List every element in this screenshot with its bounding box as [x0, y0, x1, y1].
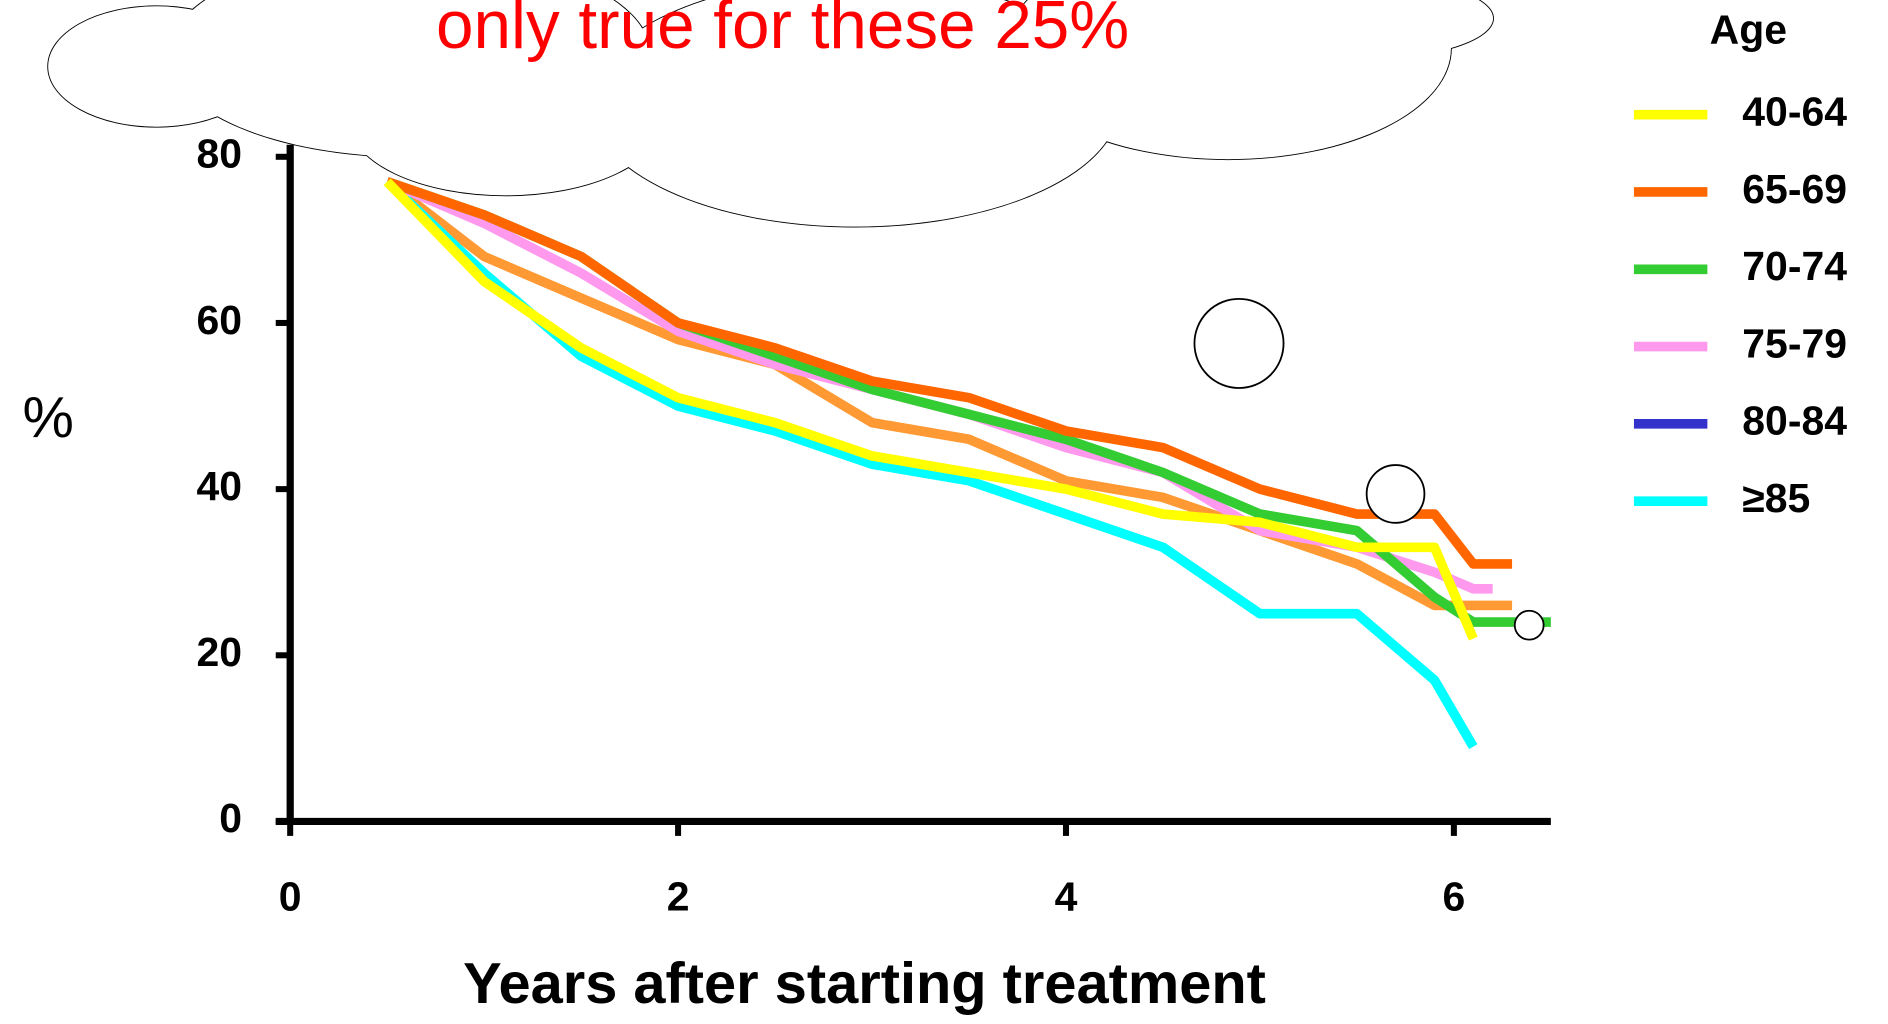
legend-title: Age	[1710, 7, 1787, 53]
y-tick-label: 20	[196, 629, 242, 675]
series-line	[385, 177, 1513, 569]
x-tick-label: 2	[667, 874, 690, 920]
series-line	[383, 178, 1478, 750]
y-tick-label: 60	[196, 297, 242, 343]
y-tick-label: 0	[219, 795, 242, 841]
legend-label: ≥85	[1742, 475, 1810, 521]
legend-label: 40-64	[1742, 88, 1847, 134]
y-tick-label: 80	[196, 131, 242, 177]
legend-label: 80-84	[1742, 398, 1847, 444]
series-line	[383, 178, 1478, 641]
cloud-callout: only true for these 25%	[47, 0, 1494, 228]
legend-label: 70-74	[1742, 243, 1847, 289]
legend-label: 65-69	[1742, 166, 1847, 212]
x-tick-label: 0	[279, 874, 302, 920]
legend: 40-64 65-69 70-74 75-79 80-84 ≥85	[1633, 88, 1847, 521]
x-tick-label: 6	[1442, 874, 1465, 920]
plot-area: 0 20 40 60 80 0 2 4 6	[196, 131, 1551, 920]
thought-bubbles	[1193, 297, 1545, 641]
x-axis-label: Years after starting treatment	[463, 952, 1266, 1016]
legend-label: 75-79	[1742, 320, 1847, 366]
annotation: only true for these 25%	[436, 0, 1129, 63]
x-tick-label: 4	[1055, 874, 1078, 920]
y-tick-label: 40	[196, 463, 242, 509]
y-axis-label: %	[22, 386, 73, 450]
